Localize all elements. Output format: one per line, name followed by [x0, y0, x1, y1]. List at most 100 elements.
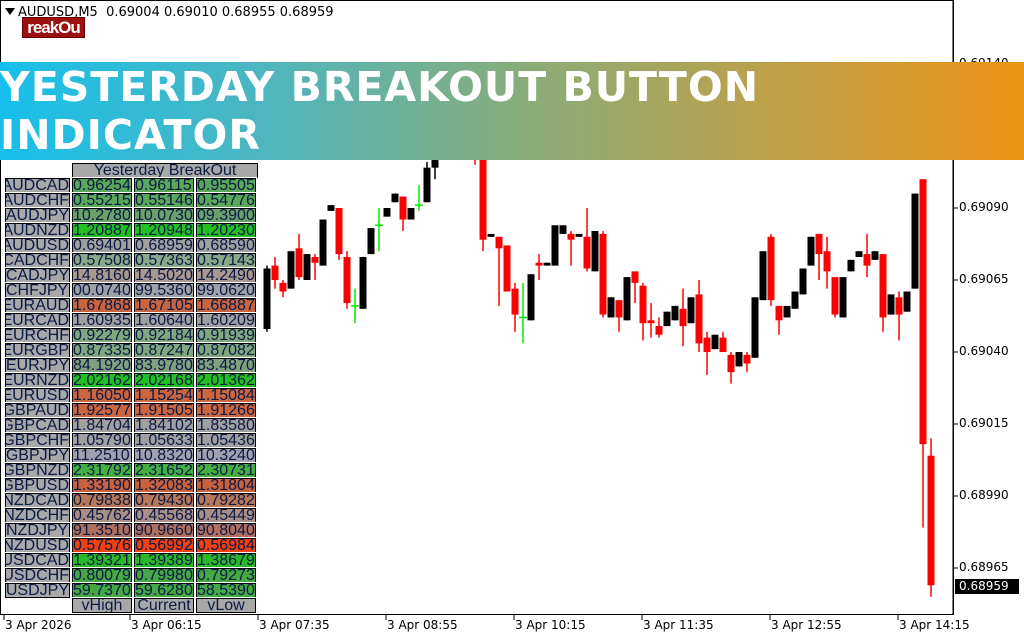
ylow-value: 90.80400	[195, 522, 257, 539]
candle	[279, 280, 287, 298]
pair-button[interactable]: EURGBP	[4, 342, 71, 359]
candle	[367, 228, 375, 255]
yhigh-value: 0.92279	[71, 327, 133, 344]
candle-body	[495, 236, 503, 249]
pair-button[interactable]: GBPCHF	[4, 432, 71, 449]
candle-body	[855, 251, 863, 257]
candle-body	[583, 236, 591, 269]
price-label: 0.69015	[959, 416, 1009, 430]
candle-body	[879, 254, 887, 318]
candle-body	[335, 208, 343, 255]
pair-button[interactable]: EURJPY	[4, 357, 71, 374]
candle	[591, 231, 599, 272]
current-value: 1.20948	[133, 222, 195, 239]
current-value: 0.79980	[133, 567, 195, 584]
pair-button[interactable]: AUDJPY	[4, 207, 71, 224]
candle	[879, 254, 887, 332]
current-price-label: 0.68959	[955, 579, 1019, 594]
current-value: 0.79430	[133, 492, 195, 509]
current-value: 1.05633	[133, 432, 195, 449]
yhigh-value: 1.60935	[71, 312, 133, 329]
candle-body	[551, 225, 559, 266]
pair-button[interactable]: GBPCAD	[4, 417, 71, 434]
ylow-value: 0.95505	[195, 177, 257, 194]
candle-body	[911, 193, 919, 289]
pair-button[interactable]: EURNZD	[4, 372, 71, 389]
price-label: 0.69040	[959, 344, 1009, 358]
pair-button[interactable]: GBPNZD	[4, 462, 71, 479]
pair-button[interactable]: CADCHF	[4, 252, 71, 269]
pair-button[interactable]: GBPUSD	[4, 477, 71, 494]
ylow-value: 0.91939	[195, 327, 257, 344]
candle-body	[751, 297, 759, 358]
current-value: 83.9780	[133, 357, 195, 374]
candle	[815, 233, 823, 280]
banner-title: YESTERDAY BREAKOUT BUTTON INDICATOR	[0, 63, 760, 159]
pair-button[interactable]: AUDCHF	[4, 192, 71, 209]
yhigh-value: 1.05790	[71, 432, 133, 449]
footer-vhigh: vHigh	[71, 597, 133, 614]
candle	[847, 259, 855, 272]
candle	[863, 233, 871, 278]
pair-button[interactable]: GBPAUD	[4, 402, 71, 419]
yhigh-value: 0.87335	[71, 342, 133, 359]
current-value: 10.0730	[133, 207, 195, 224]
pair-button[interactable]: USDCHF	[4, 567, 71, 584]
candle-body	[719, 337, 727, 352]
candle	[607, 297, 615, 318]
candle	[343, 251, 351, 309]
pair-button[interactable]: EURAUD	[4, 297, 71, 314]
current-value: 2.31652	[133, 462, 195, 479]
candle	[903, 291, 911, 312]
pair-button[interactable]: NZDJPY	[4, 522, 71, 539]
yhigh-value: 0.96254	[71, 177, 133, 194]
candle-body	[343, 256, 351, 304]
breakout-logo[interactable]: reakOu	[22, 17, 85, 38]
candle-body	[831, 277, 839, 315]
current-value: 0.55146	[133, 192, 195, 209]
pair-button[interactable]: USDCAD	[4, 552, 71, 569]
pair-button[interactable]: NZDUSD	[4, 537, 71, 554]
pair-button[interactable]: EURUSD	[4, 387, 71, 404]
pair-button[interactable]: CADJPY	[4, 267, 71, 284]
pair-button[interactable]: EURCHF	[4, 327, 71, 344]
yhigh-value: 0.80079	[71, 567, 133, 584]
ylow-value: 2.30731	[195, 462, 257, 479]
yhigh-value: 0.55215	[71, 192, 133, 209]
current-value: 1.60640	[133, 312, 195, 329]
candle-body	[399, 196, 407, 220]
candle-body	[559, 225, 567, 234]
price-label: 0.69090	[959, 200, 1009, 214]
title-banner: YESTERDAY BREAKOUT BUTTON INDICATOR	[0, 62, 1024, 160]
candle	[831, 277, 839, 318]
pair-button[interactable]: AUDNZD	[4, 222, 71, 239]
current-value: 0.68959	[133, 237, 195, 254]
candle	[671, 305, 679, 321]
candle-body	[863, 254, 871, 266]
candle	[743, 352, 751, 373]
current-value: 0.57363	[133, 252, 195, 269]
dropdown-triangle-icon[interactable]	[5, 8, 15, 15]
pair-button[interactable]: AUDCAD	[4, 177, 71, 194]
pair-button[interactable]: USDJPY	[4, 582, 71, 599]
candle-body	[407, 208, 415, 220]
yhigh-value: 1.33190	[71, 477, 133, 494]
candle-body	[367, 228, 375, 255]
ylow-value: 1.05436	[195, 432, 257, 449]
yhigh-value: 84.1920	[71, 357, 133, 374]
yhigh-value: 1.20887	[71, 222, 133, 239]
pair-button[interactable]: NZDCAD	[4, 492, 71, 509]
candle	[375, 208, 383, 252]
pair-button[interactable]: CHFJPY	[4, 282, 71, 299]
candle	[519, 282, 527, 344]
yhigh-value: 0.45762	[71, 507, 133, 524]
candle-body	[671, 305, 679, 321]
candle	[271, 256, 279, 289]
pair-button[interactable]: EURCAD	[4, 312, 71, 329]
candle	[799, 268, 807, 295]
pair-button[interactable]: NZDCHF	[4, 507, 71, 524]
pair-button[interactable]: GBPJPY	[4, 447, 71, 464]
pair-button[interactable]: AUDUSD	[4, 237, 71, 254]
ylow-value: 0.54776	[195, 192, 257, 209]
